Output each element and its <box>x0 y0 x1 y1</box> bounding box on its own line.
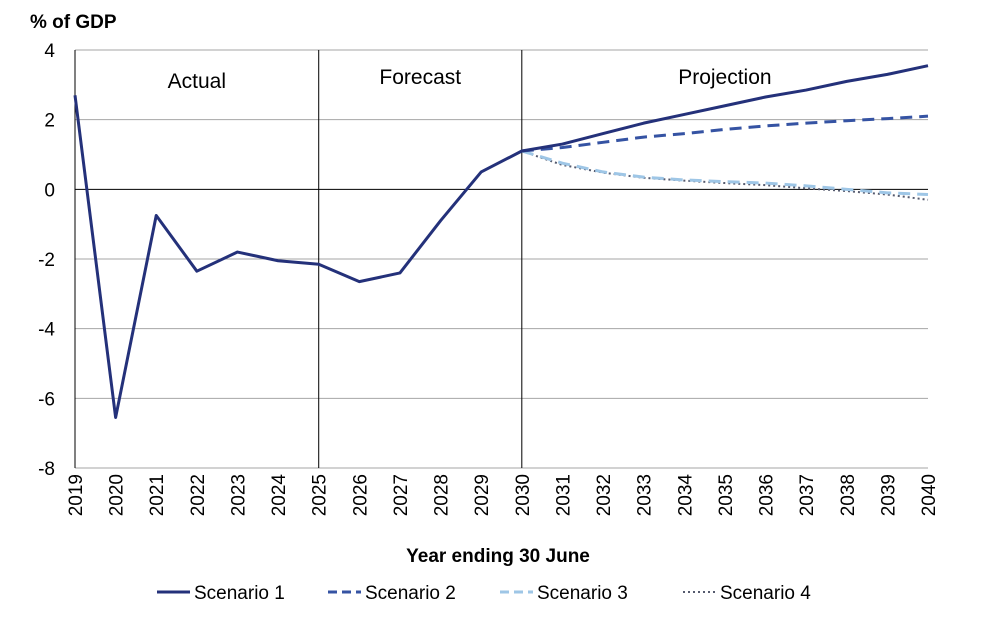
legend: Scenario 1 Scenario 2 Scenario 3 Scenario 4 <box>157 583 811 604</box>
x-axis-title: Year ending 30 June <box>406 546 590 567</box>
x-tick-label: 2032 <box>594 474 615 516</box>
gridlines <box>74 49 928 469</box>
series-line-scenario-2 <box>521 114 929 153</box>
x-tick-label: 2036 <box>757 474 778 516</box>
x-tick-label: 2022 <box>188 474 209 516</box>
period-labels: Actual Forecast Projection <box>168 66 772 93</box>
x-tick-label: 2033 <box>635 474 656 516</box>
period-label: Forecast <box>379 66 461 89</box>
legend-label: Scenario 2 <box>365 583 456 604</box>
x-tick-label: 2029 <box>472 474 493 516</box>
x-tick-label: 2020 <box>107 474 128 516</box>
x-tick-label: 2040 <box>919 474 940 516</box>
period-label: Projection <box>678 66 771 89</box>
x-tick-label: 2030 <box>513 474 534 516</box>
x-tick-label: 2037 <box>797 474 818 516</box>
x-tick-label: 2039 <box>878 474 899 516</box>
x-tick-label: 2028 <box>432 474 453 516</box>
x-tick-label: 2035 <box>716 474 737 516</box>
x-tick-label: 2034 <box>675 474 696 517</box>
period-dividers <box>318 50 523 468</box>
series-line-scenario-3 <box>521 149 929 197</box>
x-tick-label: 2021 <box>147 474 168 516</box>
legend-label: Scenario 4 <box>720 583 811 604</box>
y-tick-labels: 4 2 0 -2 -4 -6 -8 <box>38 41 55 480</box>
period-label: Actual <box>168 70 226 93</box>
y-tick-label: 2 <box>44 111 55 132</box>
y-tick-label: -2 <box>38 250 55 271</box>
x-tick-label: 2025 <box>310 474 331 516</box>
y-tick-label: -6 <box>38 389 55 410</box>
x-tick-label: 2019 <box>66 474 87 516</box>
series-line-scenario-4 <box>521 150 929 201</box>
series-lines <box>73 64 929 419</box>
x-tick-label: 2027 <box>391 474 412 516</box>
legend-label: Scenario 1 <box>194 583 285 604</box>
y-axis-title: % of GDP <box>30 12 117 33</box>
x-tick-label: 2026 <box>350 474 371 516</box>
x-tick-labels: 2019 2020 2021 2022 2023 2024 2025 2026 2027 2028… <box>66 474 940 517</box>
y-tick-label: -4 <box>38 320 55 341</box>
x-tick-label: 2038 <box>838 474 859 516</box>
series-line-scenario-1 <box>73 64 929 419</box>
x-tick-label: 2023 <box>228 474 249 516</box>
y-tick-label: -8 <box>38 459 55 480</box>
y-tick-label: 4 <box>44 41 55 62</box>
x-tick-label: 2031 <box>553 474 574 516</box>
legend-label: Scenario 3 <box>537 583 628 604</box>
x-tick-label: 2024 <box>269 474 290 517</box>
y-tick-label: 0 <box>44 180 55 201</box>
